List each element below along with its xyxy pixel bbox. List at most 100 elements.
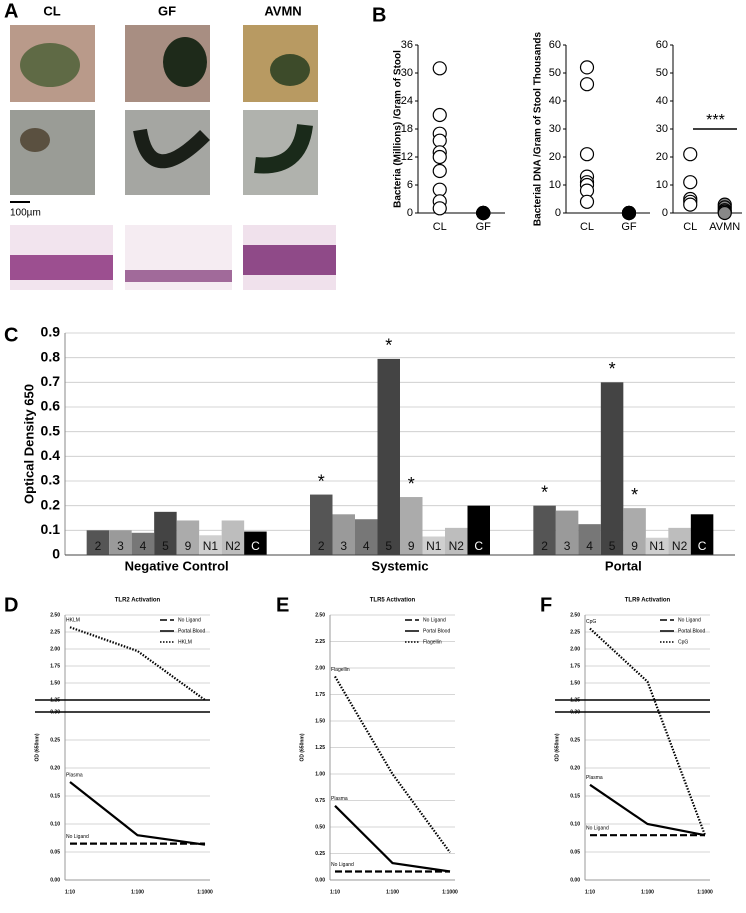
y-tick-label: 12	[401, 151, 413, 163]
series-line	[589, 627, 707, 836]
y-tick-label: 1.50	[570, 680, 580, 686]
point	[579, 147, 595, 162]
bar-label: 2	[318, 539, 325, 553]
significance: *	[385, 336, 392, 356]
series-label: Plasma	[66, 772, 83, 778]
y-tick-label: 0.10	[570, 821, 580, 827]
y-tick-label: 1.75	[570, 663, 580, 669]
bar-label: 2	[541, 539, 548, 553]
legend-label: Portal Blood	[678, 628, 705, 634]
y-tick-label: 0.00	[50, 877, 60, 883]
x-tick-label: CL	[433, 221, 447, 233]
y-tick-label: 40	[549, 95, 561, 107]
x-tick-label: CL	[580, 221, 594, 233]
y-tick-label: 2.25	[570, 629, 580, 635]
y-tick-label: 18	[401, 123, 413, 135]
y-tick-label: 0.20	[50, 765, 60, 771]
bar	[109, 530, 132, 555]
x-tick-label: CL	[683, 221, 697, 233]
point	[476, 205, 491, 221]
bar-label: 5	[385, 539, 392, 553]
x-tick-label: Negative Control	[125, 558, 229, 573]
y-tick-label: 0.15	[50, 793, 60, 799]
legend-label: Flagellin	[423, 639, 442, 645]
bar	[555, 510, 579, 555]
x-tick-label: 1:100	[131, 889, 144, 895]
significance: *	[541, 482, 548, 502]
y-tick-label: 50	[656, 67, 668, 79]
bar	[355, 519, 378, 555]
x-tick-label: 1:100	[641, 889, 654, 895]
y-tick-label: 1.25	[315, 745, 325, 751]
photo-detail	[270, 54, 310, 86]
bar-label: 4	[363, 539, 370, 553]
photos	[10, 25, 336, 290]
y-tick-label: 2.00	[315, 665, 325, 671]
y-tick-label: 1.75	[315, 692, 325, 698]
x-tick-label: GF	[476, 221, 492, 233]
series-line	[69, 781, 206, 846]
y-tick-label: 1.00	[315, 771, 325, 777]
panel-label: C	[4, 324, 18, 346]
y-tick-label: 30	[549, 123, 561, 135]
bar	[244, 531, 267, 555]
point	[432, 61, 447, 76]
photo-detail	[20, 43, 80, 87]
y-tick-label: 0.8	[41, 348, 61, 364]
legend-label: CpG	[678, 639, 688, 645]
series-line	[589, 783, 706, 837]
y-tick-label: 0.4	[41, 447, 61, 463]
bar	[533, 505, 556, 555]
y-tick-label: 1.50	[315, 718, 325, 724]
x-tick-label: 1:1000	[697, 889, 713, 895]
bar-label: 4	[140, 539, 147, 553]
bar	[86, 530, 110, 555]
bar-label: C	[251, 539, 260, 553]
y-tick-label: 30	[656, 123, 668, 135]
series-label: No Ligand	[331, 862, 354, 868]
bar-label: 9	[631, 539, 638, 553]
column-label: CL	[43, 3, 60, 18]
panel-label: F	[540, 594, 552, 616]
bar-label: 9	[185, 539, 192, 553]
bar-label: C	[698, 539, 707, 553]
bar	[176, 520, 200, 555]
annotation: ***	[706, 112, 725, 129]
y-axis-label: OD (650nm)	[299, 733, 305, 761]
panel-label: A	[4, 0, 18, 22]
series-label: HKLM	[66, 618, 80, 624]
x-tick-label: 1:10	[585, 889, 595, 895]
bar-label: 5	[162, 539, 169, 553]
series-label: No Ligand	[586, 826, 609, 832]
series-label: Flagellin	[331, 667, 350, 673]
y-tick-label: 30	[401, 67, 413, 79]
bar	[467, 505, 490, 555]
bar	[332, 514, 355, 555]
y-tick-label: 0.05	[50, 849, 60, 855]
bar	[623, 508, 646, 555]
y-tick-label: 2.00	[570, 646, 580, 652]
chart-title: TLR9 Activation	[625, 598, 671, 604]
bar-label: N1	[649, 539, 665, 553]
bar	[377, 358, 400, 555]
photo-detail	[243, 245, 336, 275]
series-line	[69, 626, 206, 701]
series-label: CpG	[586, 619, 596, 625]
point	[683, 197, 698, 212]
bar-label: 3	[340, 539, 347, 553]
y-tick-label: 6	[407, 179, 413, 191]
scale-bar-label: 100µm	[10, 208, 41, 219]
bar	[578, 524, 601, 555]
bar-label: 2	[95, 539, 102, 553]
bar	[600, 382, 624, 555]
legend-label: No Ligand	[678, 617, 701, 623]
y-tick-label: 20	[656, 151, 668, 163]
photo-detail	[163, 37, 207, 87]
x-tick-label: Portal	[605, 558, 642, 573]
y-tick-label: 0	[52, 546, 60, 562]
y-tick-label: 60	[656, 39, 668, 51]
y-tick-label: 2.00	[50, 646, 60, 652]
bar-label: 5	[609, 539, 616, 553]
x-tick-label: AVMN	[709, 221, 740, 233]
y-tick-label: 0.10	[50, 821, 60, 827]
